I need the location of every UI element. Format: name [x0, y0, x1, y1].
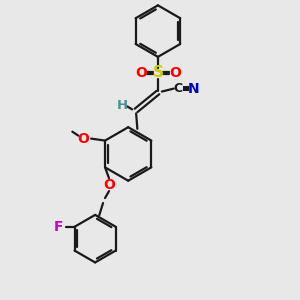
Text: O: O: [169, 66, 181, 80]
Text: N: N: [188, 82, 200, 96]
Text: F: F: [54, 220, 63, 234]
Text: C: C: [173, 82, 182, 95]
Text: S: S: [152, 65, 164, 80]
Text: O: O: [103, 178, 115, 192]
Text: H: H: [117, 99, 128, 112]
Text: O: O: [135, 66, 147, 80]
Text: O: O: [77, 132, 89, 145]
